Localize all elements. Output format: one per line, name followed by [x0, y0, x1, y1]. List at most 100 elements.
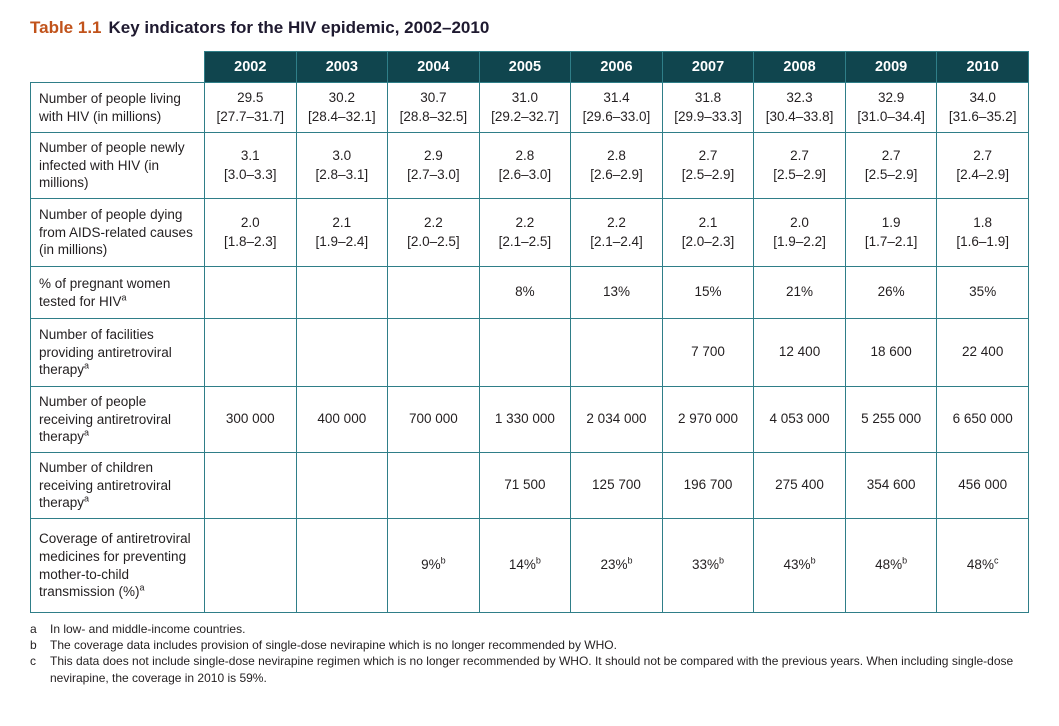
table-cell: 35%: [936, 266, 1029, 319]
cell-range: [2.5–2.9]: [681, 166, 735, 182]
table-cell: 2.7 [2.5–2.9]: [753, 132, 846, 199]
table-cell: 2.2 [2.1–2.5]: [478, 198, 572, 267]
footnote-c: c This data does not include single-dose …: [30, 653, 1029, 685]
table-cell: 71 500: [478, 452, 572, 519]
table-cell: 1.9 [1.7–2.1]: [844, 198, 938, 267]
table-row: Number of people newly infected with HIV…: [30, 132, 1029, 199]
cell-range: [2.5–2.9]: [864, 166, 918, 182]
footnote-reference: a: [139, 582, 145, 593]
cell-value: 2.7: [698, 148, 718, 164]
footnote-reference: a: [84, 493, 90, 504]
table-cell: 8%: [478, 266, 572, 319]
table-row: Number of people receiving antiretrovira…: [30, 386, 1029, 453]
cell-range: [29.6–33.0]: [582, 108, 651, 124]
footnote-b: b The coverage data includes provision of…: [30, 637, 1029, 653]
cell-value: 29.5: [237, 90, 264, 106]
table-cell: [295, 318, 389, 387]
footnote-reference: a: [121, 292, 127, 302]
year-header-2010: 2010: [936, 51, 1029, 83]
cell-range: [27.7–31.7]: [216, 108, 285, 124]
cell-range: [2.4–2.9]: [956, 166, 1009, 182]
table-cell: 300 000: [204, 386, 297, 453]
table-row: Number of people dying from AIDS-related…: [30, 198, 1029, 267]
cell-range: [28.8–32.5]: [399, 108, 468, 124]
footnote-reference: a: [84, 427, 90, 438]
table-cell: 2.2 [2.0–2.5]: [387, 198, 480, 267]
cell-value: 2.1: [332, 215, 352, 231]
cell-range: [1.8–2.3]: [224, 233, 277, 249]
footnote-reference: b: [810, 555, 816, 566]
table-cell: 275 400: [753, 452, 846, 519]
cell-range: [1.9–2.2]: [773, 233, 826, 249]
table-title-text: Key indicators for the HIV epidemic, 200…: [108, 18, 490, 37]
cell-value: 2.7: [973, 148, 993, 164]
cell-range: [2.1–2.5]: [498, 233, 552, 249]
cell-value: 34.0: [969, 90, 996, 106]
cell-value: 1.9: [881, 215, 901, 231]
table-cell: 3.1 [3.0–3.3]: [204, 132, 297, 199]
table-row: Number of people living with HIV (in mil…: [30, 82, 1029, 133]
table-row: Number of children receiving antiretrovi…: [30, 452, 1029, 519]
table-cell: [295, 518, 389, 613]
footnote-reference: b: [719, 555, 725, 566]
cell-value: 2.1: [698, 215, 718, 231]
table-cell: 2.9 [2.7–3.0]: [387, 132, 480, 199]
table-cell: 31.8 [29.9–33.3]: [661, 82, 755, 133]
row-label: Number of people newly infected with HIV…: [30, 132, 205, 199]
table-cell: [295, 452, 389, 519]
table-cell: 2.1 [2.0–2.3]: [661, 198, 755, 267]
table-cell: 12 400: [753, 318, 846, 387]
table-cell: 30.7 [28.8–32.5]: [387, 82, 480, 133]
cell-value: 43%b: [783, 555, 816, 573]
cell-value: 14%b: [508, 555, 541, 573]
table-cell: 2.1 [1.9–2.4]: [295, 198, 389, 267]
table-cell: 9%b: [387, 518, 480, 613]
year-header-2004: 2004: [387, 51, 480, 83]
table-cell: 2.0 [1.9–2.2]: [753, 198, 846, 267]
cell-range: [28.4–32.1]: [308, 108, 376, 124]
cell-value: 2.9: [423, 148, 443, 164]
footnote-marker: b: [30, 638, 37, 653]
footnote-marker: c: [30, 654, 36, 669]
hiv-indicators-table: 2002 2003 2004 2005 2006 2007 2008 2009 2010 Num…: [30, 51, 1029, 613]
table-cell: 196 700: [661, 452, 755, 519]
cell-value: 2.8: [607, 148, 626, 164]
cell-value: 2.0: [790, 215, 809, 231]
table-cell: 5 255 000: [844, 386, 938, 453]
table-cell: [204, 518, 297, 613]
table-cell: [387, 318, 480, 387]
cell-range: [2.6–2.9]: [590, 166, 643, 182]
table-cell: 32.9 [31.0–34.4]: [844, 82, 938, 133]
table-cell: [204, 266, 297, 319]
cell-range: [31.0–34.4]: [857, 108, 925, 124]
footnote-reference: a: [84, 360, 90, 371]
cell-range: [2.5–2.9]: [773, 166, 826, 182]
table-cell: 2.8 [2.6–2.9]: [570, 132, 663, 199]
cell-range: [29.9–33.3]: [674, 108, 742, 124]
footnotes: a In low- and middle-income countries. b Th…: [30, 621, 1029, 686]
cell-range: [2.1–2.4]: [590, 233, 643, 249]
table-cell: 2.2 [2.1–2.4]: [570, 198, 663, 267]
table-cell: 48%c: [936, 518, 1029, 613]
cell-value: 31.4: [603, 90, 630, 106]
cell-value: 31.8: [694, 90, 722, 106]
footnote-a: a In low- and middle-income countries.: [30, 621, 1029, 637]
footnote-text: In low- and middle-income countries.: [50, 622, 246, 636]
table-header: 2002 2003 2004 2005 2006 2007 2008 2009 2010: [30, 51, 1029, 83]
table-cell: 32.3 [30.4–33.8]: [753, 82, 846, 133]
footnote-reference: b: [440, 555, 446, 566]
footnote-marker: a: [30, 622, 37, 636]
year-header-2002: 2002: [204, 51, 297, 83]
row-label: Number of children receiving antiretrovi…: [30, 452, 205, 519]
table-row: % of pregnant women tested for HIVa 8% 13%…: [30, 266, 1029, 319]
table-cell: 354 600: [844, 452, 938, 519]
table-cell: 31.4 [29.6–33.0]: [570, 82, 663, 133]
cell-range: [2.0–2.3]: [681, 233, 735, 249]
table-cell: 7 700: [661, 318, 755, 387]
table-row: Coverage of antiretroviral medicines for…: [30, 518, 1029, 613]
table-title-label: Table 1.1: [30, 18, 102, 37]
cell-range: [2.8–3.1]: [315, 166, 369, 182]
header-row: 2002 2003 2004 2005 2006 2007 2008 2009 2010: [30, 51, 1029, 83]
table-corner-cell: [30, 51, 205, 83]
table-cell: 2 034 000: [570, 386, 663, 453]
